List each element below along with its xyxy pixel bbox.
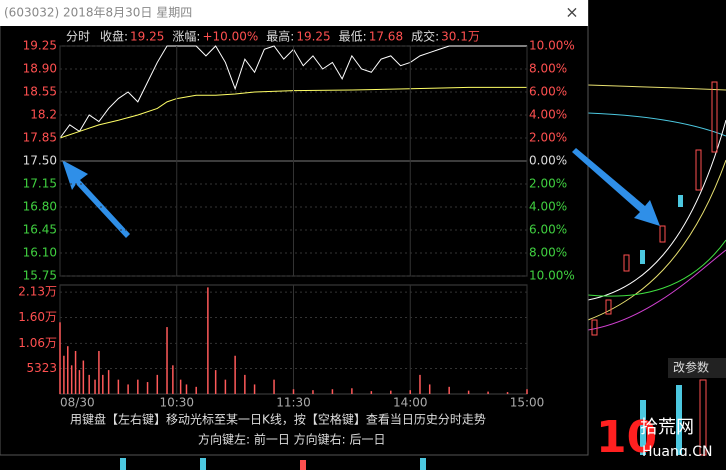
info-value: +10.00% xyxy=(202,30,258,44)
y2-tick-label: 0.00% xyxy=(529,154,567,168)
info-label: 最高: xyxy=(266,29,294,44)
y-tick-label: 19.25 xyxy=(23,39,57,53)
hint-line-2: 方向键左: 前一日 方向键右: 后一日 xyxy=(198,432,386,447)
y-tick-label: 16.80 xyxy=(23,200,57,214)
arrow xyxy=(572,148,660,226)
watermark-cn: 拾荒网 xyxy=(640,417,694,438)
y2-tick-label: 6.00% xyxy=(529,85,567,99)
button[interactable] xyxy=(668,358,726,378)
y-tick-label: 18.2 xyxy=(30,108,57,122)
hint-line-1: 用键盘【左右键】移动光标至某一日K线，按【空格键】查看当日历史分时走势 xyxy=(70,412,486,427)
x-tick-label: 10:30 xyxy=(159,396,194,410)
y-tick-label: 17.15 xyxy=(23,177,57,191)
y2-tick-label: 10.00% xyxy=(529,269,575,283)
y2-tick-label: 4.00% xyxy=(529,108,567,122)
y2-tick-label: 8.00% xyxy=(529,62,567,76)
info-value: 19.25 xyxy=(130,30,164,44)
y-tick-label: 17.85 xyxy=(23,131,57,145)
info-label: 涨幅: xyxy=(172,29,200,44)
x-tick-label: 15:00 xyxy=(510,396,545,410)
info-label: 成交: xyxy=(411,29,439,44)
info-label: 收盘: xyxy=(100,29,128,44)
x-tick-label: 11:30 xyxy=(276,396,311,410)
y-tick-label: 16.10 xyxy=(23,246,57,260)
y-tick-label: 5323 xyxy=(26,361,57,375)
x-tick-label: 08/30 xyxy=(60,396,95,410)
logo: 10 xyxy=(596,412,657,463)
info-value: 19.25 xyxy=(296,30,330,44)
arrow xyxy=(62,160,130,238)
y2-tick-label: 8.00% xyxy=(529,246,567,260)
window-title: (603032) 2018年8月30日 星期四 xyxy=(4,6,192,20)
background-kline: 改参数 10 拾荒网 Huang.CN xyxy=(0,81,726,470)
y-tick-label: 17.50 xyxy=(23,154,57,168)
info-row: 收盘: 19.25 涨幅: +10.00% 最高: 19.25 最低: 17.68 成交: 30.… xyxy=(100,29,480,44)
button-label[interactable]: 改参数 xyxy=(673,360,709,375)
y-tick-label: 2.13万 xyxy=(18,285,57,299)
price-line xyxy=(59,86,527,139)
info-value: 17.68 xyxy=(369,30,403,44)
y-tick-label: 18.55 xyxy=(23,85,57,99)
close-button[interactable]: × xyxy=(565,3,578,22)
y2-tick-label: 2.00% xyxy=(529,177,567,191)
title-bar xyxy=(0,0,588,26)
y2-tick-label: 4.00% xyxy=(529,200,567,214)
y2-tick-label: 2.00% xyxy=(529,131,567,145)
mode-label: 分时 xyxy=(66,30,90,44)
y-tick-label: 16.45 xyxy=(23,223,57,237)
y2-tick-label: 6.00% xyxy=(529,223,567,237)
y-tick-label: 18.90 xyxy=(23,62,57,76)
info-label: 最低: xyxy=(339,30,367,44)
y-tick-label: 1.60万 xyxy=(18,310,57,324)
y-tick-label: 15.75 xyxy=(23,269,57,283)
x-tick-label: 14:00 xyxy=(393,396,428,410)
info-value: 30.1万 xyxy=(441,30,480,44)
y-tick-label: 1.06万 xyxy=(18,336,57,350)
y2-tick-label: 10.00% xyxy=(529,39,575,53)
